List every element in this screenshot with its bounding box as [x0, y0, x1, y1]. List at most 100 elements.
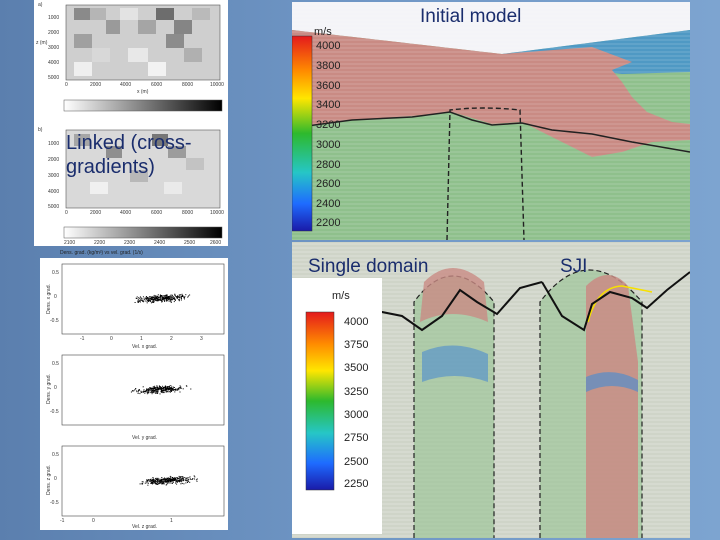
scatter-point	[168, 300, 170, 302]
scatter-point	[135, 297, 137, 299]
scatter-point	[147, 298, 149, 300]
panel-b-letter: b)	[38, 127, 43, 133]
scatter-point	[156, 299, 158, 301]
scatter-point	[183, 480, 184, 482]
scatter-point	[182, 478, 184, 480]
top-salt-horizon-2	[371, 281, 543, 332]
scatter-point	[137, 391, 139, 393]
scatter-point	[161, 479, 163, 481]
scatter-point	[151, 301, 153, 303]
scatter-point	[142, 299, 144, 301]
scatter-point	[182, 295, 183, 296]
scatter-point	[146, 482, 148, 484]
scatter-point	[186, 479, 188, 481]
scatter-point	[151, 390, 153, 392]
scatter-point	[142, 386, 144, 388]
map-b-ytick-0: 1000	[48, 141, 60, 147]
scatter-point	[185, 477, 187, 479]
scatter-point	[168, 297, 170, 299]
initial-cb-tick-5: 3000	[316, 139, 341, 151]
scatter-point	[155, 482, 157, 484]
scatter-point	[165, 294, 167, 296]
scatter-point	[148, 300, 149, 302]
scatter-point	[162, 480, 164, 482]
scatter-point	[180, 296, 182, 298]
scatter3-ytick-0: 0.5	[52, 452, 59, 458]
scatter-point	[174, 295, 176, 296]
scatter-point	[170, 479, 172, 480]
scatter-point	[174, 477, 176, 479]
scatter-point	[151, 391, 153, 393]
scatter-point	[156, 387, 158, 388]
scatter1-xtick-4: 3	[200, 336, 203, 342]
scatter-point	[167, 478, 169, 480]
scatter-point	[163, 390, 165, 392]
scatter-point	[162, 392, 164, 394]
sji-salt-body	[586, 275, 638, 538]
single-domain-colorbar	[305, 311, 335, 491]
scatter-point	[168, 388, 170, 389]
map-a-ytick-0: 1000	[48, 15, 60, 21]
scatter-point	[144, 482, 146, 484]
scatter-point	[147, 391, 149, 393]
scatter-point	[156, 479, 158, 481]
scatter-point	[182, 388, 184, 390]
scatter-point	[175, 296, 177, 297]
scatter-point	[150, 298, 152, 299]
scatter-point	[162, 298, 164, 300]
scatter-point	[143, 391, 145, 393]
scatter-point	[166, 297, 168, 298]
scatter-point	[157, 392, 158, 394]
scatter-point	[137, 299, 139, 301]
scatter-point	[154, 389, 156, 391]
scatter-point	[164, 297, 166, 299]
scatter-point	[165, 389, 167, 391]
scatter-point	[160, 390, 162, 392]
scatter-point	[173, 479, 175, 481]
scatter-point	[153, 480, 155, 482]
scatter-point	[175, 482, 176, 484]
scatter-point	[137, 302, 139, 303]
scatter-point	[166, 297, 168, 299]
scatter-point	[151, 479, 153, 481]
scatter-point	[178, 295, 180, 297]
scatter-point	[180, 299, 182, 301]
scatter-point	[176, 298, 178, 300]
scatter-point	[172, 294, 173, 296]
scatter-point	[136, 390, 138, 392]
scatter-point	[174, 293, 176, 295]
scatter-point	[179, 387, 181, 389]
scatter-point	[176, 388, 178, 390]
scatter-point	[154, 390, 156, 392]
scatter-point	[163, 295, 165, 297]
scatter-point	[159, 480, 160, 482]
scatter-point	[147, 482, 149, 484]
scatter-point	[177, 479, 179, 481]
scatter-point	[161, 385, 163, 387]
scatter-point	[153, 388, 155, 390]
scatter-point	[192, 478, 193, 480]
scatter-point	[172, 386, 174, 388]
scatter-point	[159, 296, 161, 297]
scatter-plots	[61, 263, 225, 517]
scatter-point	[158, 388, 159, 390]
density-maps-figure	[63, 4, 223, 239]
scatter-point	[188, 477, 190, 479]
scatter-point	[152, 477, 154, 479]
scatter-point	[156, 483, 158, 485]
scatter-point	[172, 389, 174, 391]
scatter-point	[154, 296, 156, 298]
scatter-point	[166, 298, 168, 300]
scatter-point	[170, 481, 172, 483]
scatter-point	[144, 297, 146, 299]
sji-title: SJI	[560, 256, 588, 277]
scatter-point	[154, 387, 156, 389]
scatter-point	[167, 391, 168, 393]
scatter-point	[166, 387, 168, 389]
scatter-point	[157, 387, 159, 388]
map-a-xtick-2: 4000	[120, 82, 132, 88]
scatter-point	[179, 385, 181, 387]
scatter-point	[196, 480, 198, 482]
scatter-point	[155, 296, 157, 298]
scatter-point	[183, 297, 185, 298]
